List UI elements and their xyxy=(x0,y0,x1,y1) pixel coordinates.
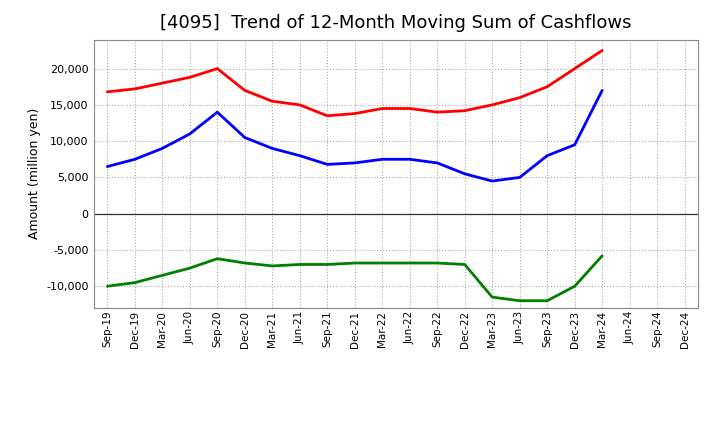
Y-axis label: Amount (million yen): Amount (million yen) xyxy=(27,108,41,239)
Operating Cashflow xyxy=(543,84,552,89)
Free Cashflow xyxy=(158,146,166,151)
Investing Cashflow xyxy=(488,294,497,300)
Operating Cashflow xyxy=(405,106,414,111)
Investing Cashflow xyxy=(213,256,222,261)
Investing Cashflow xyxy=(158,273,166,278)
Free Cashflow xyxy=(186,131,194,136)
Operating Cashflow xyxy=(460,108,469,114)
Investing Cashflow xyxy=(186,265,194,271)
Investing Cashflow xyxy=(570,284,579,289)
Investing Cashflow xyxy=(240,260,249,266)
Investing Cashflow xyxy=(268,263,276,268)
Free Cashflow xyxy=(598,88,606,93)
Investing Cashflow xyxy=(516,298,524,304)
Investing Cashflow xyxy=(405,260,414,266)
Operating Cashflow xyxy=(351,111,359,116)
Operating Cashflow xyxy=(433,110,441,115)
Operating Cashflow xyxy=(103,89,112,95)
Investing Cashflow xyxy=(130,280,139,285)
Operating Cashflow xyxy=(516,95,524,100)
Free Cashflow xyxy=(351,160,359,165)
Operating Cashflow xyxy=(323,113,332,118)
Free Cashflow xyxy=(130,157,139,162)
Investing Cashflow xyxy=(378,260,387,266)
Investing Cashflow xyxy=(598,253,606,258)
Line: Investing Cashflow: Investing Cashflow xyxy=(107,256,602,301)
Operating Cashflow xyxy=(186,75,194,80)
Investing Cashflow xyxy=(433,260,441,266)
Operating Cashflow xyxy=(213,66,222,71)
Operating Cashflow xyxy=(570,66,579,71)
Operating Cashflow xyxy=(295,102,304,107)
Investing Cashflow xyxy=(323,262,332,267)
Free Cashflow xyxy=(295,153,304,158)
Investing Cashflow xyxy=(295,262,304,267)
Line: Free Cashflow: Free Cashflow xyxy=(107,90,602,181)
Free Cashflow xyxy=(433,160,441,165)
Operating Cashflow xyxy=(130,86,139,92)
Investing Cashflow xyxy=(103,284,112,289)
Free Cashflow xyxy=(516,175,524,180)
Title: [4095]  Trend of 12-Month Moving Sum of Cashflows: [4095] Trend of 12-Month Moving Sum of C… xyxy=(161,15,631,33)
Free Cashflow xyxy=(460,171,469,176)
Free Cashflow xyxy=(213,110,222,115)
Free Cashflow xyxy=(405,157,414,162)
Free Cashflow xyxy=(570,142,579,147)
Operating Cashflow xyxy=(240,88,249,93)
Investing Cashflow xyxy=(351,260,359,266)
Free Cashflow xyxy=(240,135,249,140)
Operating Cashflow xyxy=(268,99,276,104)
Free Cashflow xyxy=(543,153,552,158)
Operating Cashflow xyxy=(488,102,497,107)
Investing Cashflow xyxy=(543,298,552,304)
Operating Cashflow xyxy=(378,106,387,111)
Free Cashflow xyxy=(103,164,112,169)
Free Cashflow xyxy=(488,178,497,183)
Operating Cashflow xyxy=(598,48,606,53)
Operating Cashflow xyxy=(158,81,166,86)
Free Cashflow xyxy=(268,146,276,151)
Free Cashflow xyxy=(323,162,332,167)
Line: Operating Cashflow: Operating Cashflow xyxy=(107,51,602,116)
Free Cashflow xyxy=(378,157,387,162)
Investing Cashflow xyxy=(460,262,469,267)
